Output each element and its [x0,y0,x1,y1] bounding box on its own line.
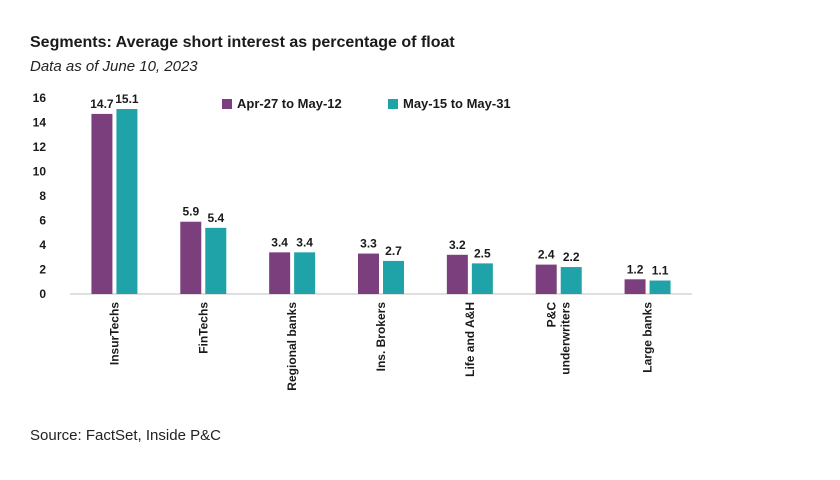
data-label: 2.5 [474,246,491,260]
category-label-line: underwriters [559,302,573,375]
chart-subtitle: Data as of June 10, 2023 [30,58,198,75]
y-tick-label: 0 [39,287,46,301]
legend-label: May-15 to May-31 [403,96,511,111]
category-label-line: Regional banks [285,302,299,391]
bar-may15-may31 [294,252,316,294]
bar-may15-may31 [116,109,138,295]
bar-may15-may31 [560,267,582,294]
data-label: 3.4 [271,235,288,249]
category-label: Large banks [641,302,655,373]
category-label: Life and A&H [463,302,477,377]
data-label: 5.4 [207,211,224,225]
data-label: 3.4 [296,235,313,249]
bar-may15-may31 [471,263,493,294]
y-tick-label: 10 [33,165,47,179]
data-label: 5.9 [182,205,199,219]
chart-title: Segments: Average short interest as perc… [30,34,455,51]
legend-swatch [388,99,398,109]
data-label: 2.7 [385,244,402,258]
chart-source: Source: FactSet, Inside P&C [30,427,221,444]
bar-may15-may31 [205,227,227,294]
bar-apr-may12 [91,113,113,294]
category-label: Ins. Brokers [374,302,388,372]
data-label: 2.4 [538,248,555,262]
y-tick-label: 2 [39,263,46,277]
data-label: 3.3 [360,237,377,251]
bar-apr-may12 [535,264,557,294]
y-tick-label: 12 [33,140,47,154]
data-label: 3.2 [449,238,466,252]
bar-apr-may12 [358,253,379,294]
category-label-line: InsurTechs [107,302,121,365]
bar-apr-may12 [624,279,646,294]
legend-swatch [222,99,232,109]
y-tick-label: 16 [33,91,47,105]
bar-apr-may12 [180,221,202,294]
bar-may15-may31 [383,260,404,294]
data-label: 1.1 [652,264,669,278]
category-label-line: FinTechs [196,302,210,354]
y-tick-label: 14 [33,116,47,130]
data-label: 15.1 [115,92,139,106]
bar-apr-may12 [269,252,291,294]
y-tick-label: 8 [39,189,46,203]
data-label: 14.7 [90,97,114,111]
category-label-line: P&C [545,302,559,328]
category-label: FinTechs [196,302,210,354]
bar-apr-may12 [446,254,468,294]
category-label-line: Ins. Brokers [374,302,388,372]
data-label: 2.2 [563,250,580,264]
category-label: P&Cunderwriters [545,302,573,375]
category-label: InsurTechs [107,302,121,365]
legend-label: Apr-27 to May-12 [237,96,342,111]
category-label-line: Life and A&H [463,302,477,377]
bar-may15-may31 [649,280,671,294]
y-tick-label: 4 [39,238,46,252]
category-label-line: Large banks [641,302,655,373]
category-label: Regional banks [285,302,299,391]
y-tick-label: 6 [39,214,46,228]
data-label: 1.2 [627,262,644,276]
